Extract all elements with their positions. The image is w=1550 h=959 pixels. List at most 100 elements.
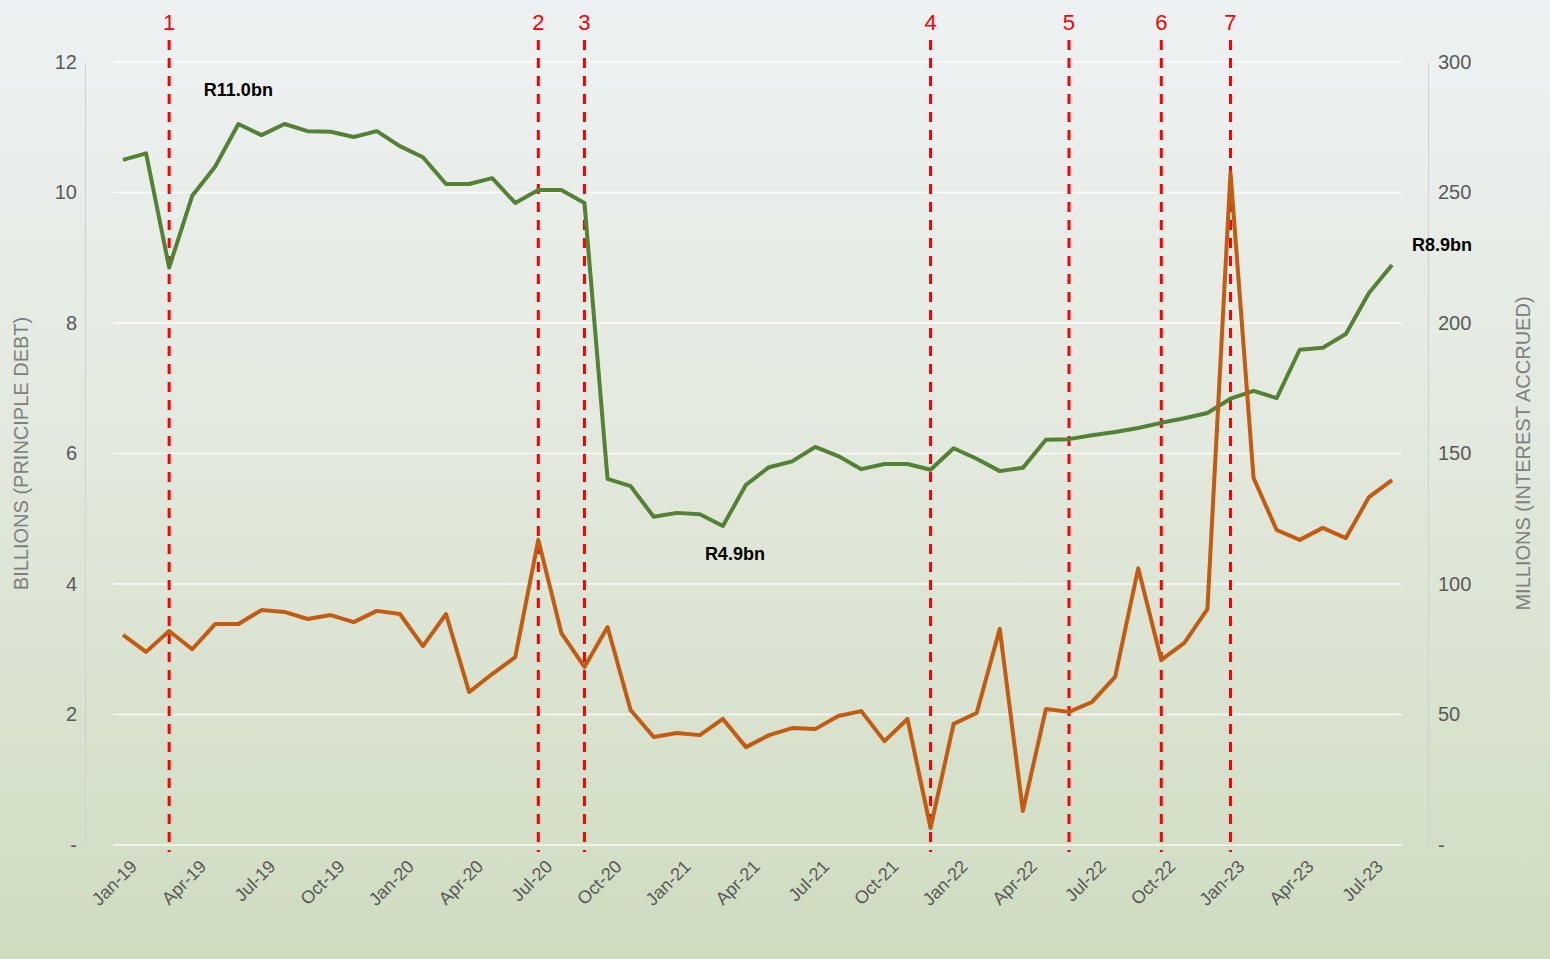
tick: Apr-19: [158, 851, 210, 909]
tick: 200: [1428, 312, 1471, 334]
event-label: 3: [578, 10, 590, 35]
tick: Apr-22: [989, 851, 1041, 909]
tick: Jan-21: [642, 851, 695, 909]
event-label: 2: [532, 10, 544, 35]
grid: [113, 62, 1402, 845]
y-axis-title: BILLIONS (PRINCIPLE DEBT): [10, 317, 32, 590]
tick: 2: [66, 703, 85, 725]
tick-label: 100: [1438, 573, 1471, 595]
tick-label: 200: [1438, 312, 1471, 334]
event-line: [929, 40, 932, 852]
series-line: [123, 173, 1392, 828]
point-labels: R11.0bn R4.9bn R8.9bn: [204, 80, 1472, 564]
tick-label: Jul-23: [1338, 856, 1387, 905]
grid-line: [113, 192, 1402, 194]
tick-label: 50: [1438, 703, 1460, 725]
tick: Jan-22: [919, 851, 972, 909]
tick-label: Oct-20: [573, 856, 625, 908]
tick-label: 8: [66, 312, 77, 334]
tick-label: Jan-21: [642, 856, 695, 909]
event-line: [537, 40, 540, 852]
tick-label: -: [70, 834, 77, 856]
tick-label: Oct-22: [1127, 856, 1179, 908]
tick-label: Jul-22: [1061, 856, 1110, 905]
event-label: 7: [1224, 10, 1236, 35]
tick-label: 2: [66, 703, 77, 725]
tick-label: 10: [55, 181, 77, 203]
tick: Oct-20: [573, 851, 625, 909]
tick: 50: [1428, 703, 1460, 725]
tick-label: -: [1438, 834, 1445, 856]
tick-label: Oct-21: [850, 856, 902, 908]
y2-axis: - 50 100 150 200 250 300: [1428, 51, 1471, 856]
tick: Jul-22: [1061, 851, 1110, 905]
series-group: [123, 124, 1392, 828]
tick: Apr-21: [712, 851, 764, 909]
event-line: [583, 40, 586, 852]
tick: 250: [1428, 181, 1471, 203]
series-line: [123, 124, 1392, 526]
tick-label: Apr-20: [435, 856, 487, 908]
tick: 8: [66, 312, 85, 334]
chart: -24681012-50100150200250300Jan-19Apr-19J…: [0, 0, 1550, 959]
tick-label: Jul-20: [508, 856, 557, 905]
x-axis: Jan-19 Apr-19 Jul-19 Oct-19 Jan-20 Apr-20 Jul-…: [88, 851, 1393, 909]
tick-label: Apr-22: [989, 856, 1041, 908]
tick-label: 4: [66, 573, 77, 595]
tick-label: Apr-23: [1265, 856, 1317, 908]
tick: 150: [1428, 442, 1471, 464]
tick: 4: [66, 573, 85, 595]
event-label: 4: [924, 10, 936, 35]
tick-label: Jan-22: [919, 856, 972, 909]
point-label: R11.0bn: [204, 80, 273, 100]
tick: 100: [1428, 573, 1471, 595]
tick-label: 150: [1438, 442, 1471, 464]
axis-line: [85, 63, 86, 846]
tick: Apr-20: [435, 851, 487, 909]
tick-label: Apr-19: [158, 856, 210, 908]
tick: Apr-23: [1265, 851, 1317, 909]
tick: Jul-19: [231, 851, 280, 905]
tick-label: Jul-19: [231, 856, 280, 905]
grid-line: [113, 322, 1402, 324]
event-label: 6: [1155, 10, 1167, 35]
annotations: 1 2 3 4 5 6 7: [163, 10, 1237, 852]
tick: Jul-21: [784, 851, 833, 905]
tick-label: 6: [66, 442, 77, 464]
tick-label: Jan-23: [1195, 856, 1248, 909]
tick-label: 300: [1438, 51, 1471, 73]
tick-label: 12: [55, 51, 77, 73]
event-label: 1: [163, 10, 175, 35]
event-line: [1067, 40, 1070, 852]
event-label: 5: [1063, 10, 1075, 35]
axis-line: [124, 851, 1393, 852]
grid-line: [113, 61, 1402, 63]
tick: -: [1428, 834, 1445, 856]
y-axis: - 2 4 6 8 10 12: [55, 51, 86, 856]
tick: Jul-20: [508, 851, 557, 905]
point-label: R4.9bn: [705, 544, 765, 564]
tick: Oct-21: [850, 851, 902, 909]
grid-line: [113, 844, 1402, 846]
tick-label: Oct-19: [296, 856, 348, 908]
tick: -: [70, 834, 85, 856]
tick: Jan-23: [1195, 851, 1248, 909]
tick: 12: [55, 51, 85, 73]
tick: Oct-19: [296, 851, 348, 909]
tick: Jul-23: [1338, 851, 1387, 905]
tick: Oct-22: [1127, 851, 1179, 909]
tick-label: Jan-20: [365, 856, 418, 909]
background: [0, 0, 1550, 959]
tick: Jan-20: [365, 851, 418, 909]
point-label: R8.9bn: [1412, 235, 1472, 255]
tick-label: 250: [1438, 181, 1471, 203]
tick: 6: [66, 442, 85, 464]
tick: Jan-19: [88, 851, 141, 909]
event-line: [168, 40, 171, 852]
axis-line: [1428, 63, 1429, 846]
tick-label: Apr-21: [712, 856, 764, 908]
grid-line: [113, 714, 1402, 716]
tick: 300: [1428, 51, 1471, 73]
grid-line: [113, 453, 1402, 455]
tick-label: Jan-19: [88, 856, 141, 909]
